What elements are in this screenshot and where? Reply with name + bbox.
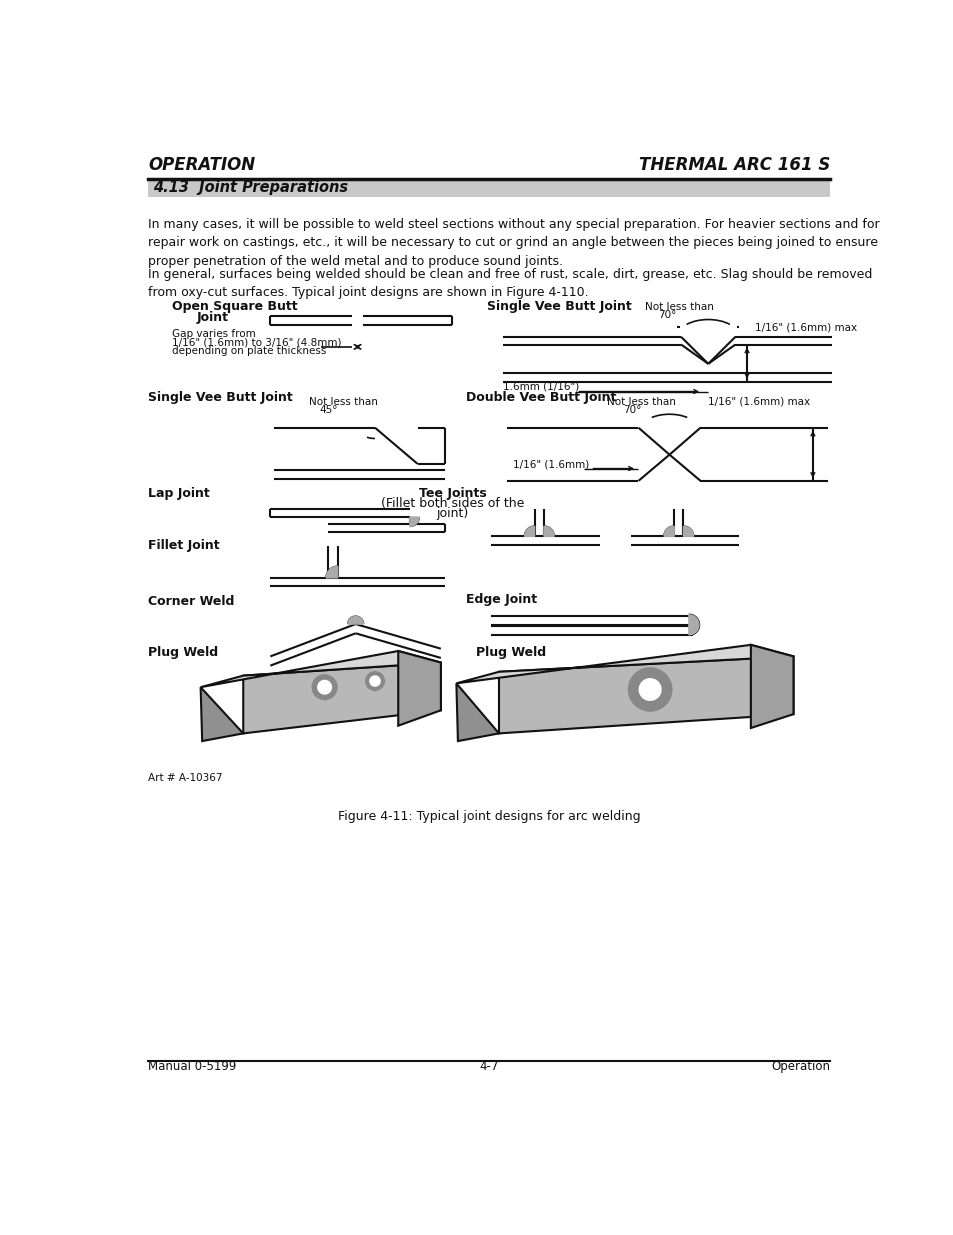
Text: 70°: 70° xyxy=(622,405,640,415)
Circle shape xyxy=(312,674,336,699)
Text: 70°: 70° xyxy=(658,310,676,320)
Text: 1/16" (1.6mm): 1/16" (1.6mm) xyxy=(513,459,589,469)
Circle shape xyxy=(365,672,384,690)
Circle shape xyxy=(628,668,671,711)
Wedge shape xyxy=(410,517,418,526)
Polygon shape xyxy=(498,656,793,734)
Text: joint): joint) xyxy=(436,508,468,520)
Text: Operation: Operation xyxy=(770,1060,829,1073)
Text: 1/16" (1.6mm) to 3/16" (4.8mm): 1/16" (1.6mm) to 3/16" (4.8mm) xyxy=(172,337,341,347)
Polygon shape xyxy=(750,645,793,727)
Text: 1/16" (1.6mm) max: 1/16" (1.6mm) max xyxy=(754,322,856,332)
Text: THERMAL ARC 161 S: THERMAL ARC 161 S xyxy=(638,156,829,174)
Text: Open Square Butt: Open Square Butt xyxy=(172,300,297,312)
Polygon shape xyxy=(456,645,793,683)
Polygon shape xyxy=(243,662,440,734)
Wedge shape xyxy=(524,526,534,536)
Text: Not less than: Not less than xyxy=(309,396,377,406)
Polygon shape xyxy=(397,651,440,726)
Text: In general, surfaces being welded should be clean and free of rust, scale, dirt,: In general, surfaces being welded should… xyxy=(148,268,871,299)
Wedge shape xyxy=(688,615,699,635)
Text: Edge Joint: Edge Joint xyxy=(466,593,537,605)
Circle shape xyxy=(317,680,331,694)
Text: Joint: Joint xyxy=(196,311,229,324)
Text: depending on plate thickness: depending on plate thickness xyxy=(172,346,326,356)
Wedge shape xyxy=(663,526,674,536)
Text: 1/16" (1.6mm) max: 1/16" (1.6mm) max xyxy=(707,396,809,406)
Text: Tee Joints: Tee Joints xyxy=(418,487,486,500)
Text: 45°: 45° xyxy=(319,405,337,415)
Text: Double Vee Butt Joint: Double Vee Butt Joint xyxy=(466,390,617,404)
Polygon shape xyxy=(200,651,440,687)
Polygon shape xyxy=(200,687,243,741)
Text: In many cases, it will be possible to weld steel sections without any special pr: In many cases, it will be possible to we… xyxy=(148,217,879,268)
Text: Plug Weld: Plug Weld xyxy=(148,646,218,659)
Text: (Fillet both sides of the: (Fillet both sides of the xyxy=(380,496,523,510)
Text: Corner Weld: Corner Weld xyxy=(148,595,234,608)
Text: Art # A-10367: Art # A-10367 xyxy=(148,773,222,783)
Wedge shape xyxy=(682,526,693,536)
Text: Manual 0-5199: Manual 0-5199 xyxy=(148,1060,236,1073)
Wedge shape xyxy=(543,526,554,536)
Text: Not less than: Not less than xyxy=(607,396,676,406)
Text: Fillet Joint: Fillet Joint xyxy=(148,538,219,552)
Polygon shape xyxy=(456,683,498,741)
Text: Not less than: Not less than xyxy=(644,301,713,312)
Text: Lap Joint: Lap Joint xyxy=(148,487,210,500)
Text: Plug Weld: Plug Weld xyxy=(476,646,545,659)
Text: Gap varies from: Gap varies from xyxy=(172,329,255,338)
Wedge shape xyxy=(326,567,337,578)
Text: 4.13  Joint Preparations: 4.13 Joint Preparations xyxy=(153,180,348,195)
Text: Single Vee Butt Joint: Single Vee Butt Joint xyxy=(148,390,293,404)
Text: OPERATION: OPERATION xyxy=(148,156,254,174)
Circle shape xyxy=(639,679,660,700)
Text: 4-7: 4-7 xyxy=(478,1060,498,1073)
Wedge shape xyxy=(348,616,363,624)
Text: Single Vee Butt Joint: Single Vee Butt Joint xyxy=(487,300,632,312)
Circle shape xyxy=(370,676,379,687)
Text: Figure 4-11: Typical joint designs for arc welding: Figure 4-11: Typical joint designs for a… xyxy=(337,810,639,824)
Text: 1.6mm (1/16"): 1.6mm (1/16") xyxy=(502,382,578,391)
Bar xyxy=(148,180,829,196)
